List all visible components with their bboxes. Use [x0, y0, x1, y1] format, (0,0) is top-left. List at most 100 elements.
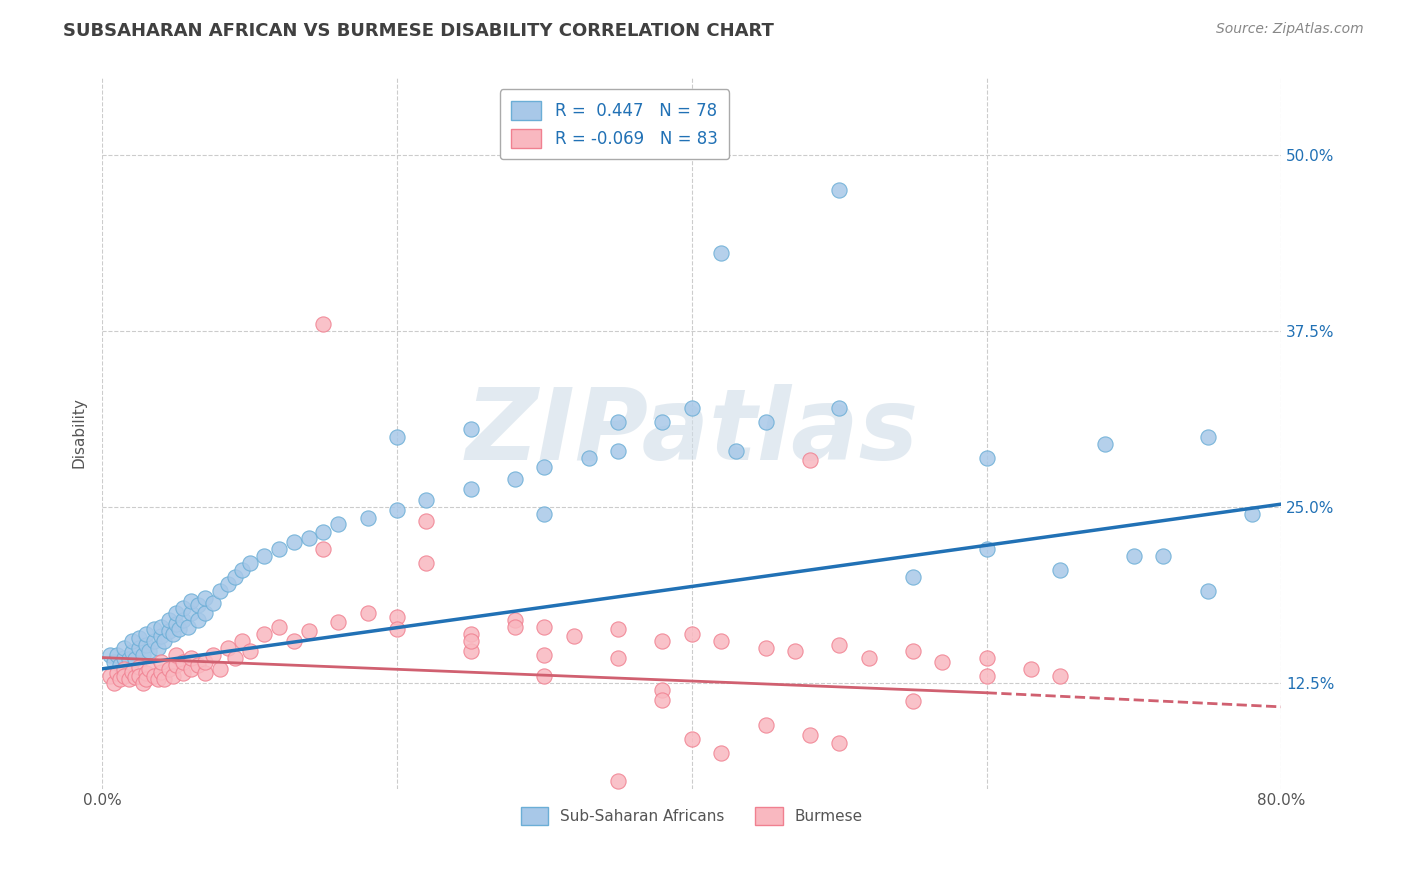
- Point: [132, 648, 155, 662]
- Point: [172, 666, 194, 681]
- Point: [165, 606, 187, 620]
- Point: [142, 669, 165, 683]
- Point: [135, 666, 157, 681]
- Point: [118, 672, 141, 686]
- Point: [142, 633, 165, 648]
- Point: [180, 606, 202, 620]
- Point: [607, 443, 630, 458]
- Point: [1153, 549, 1175, 564]
- Point: [901, 643, 924, 657]
- Point: [710, 246, 733, 260]
- Point: [180, 662, 202, 676]
- Point: [172, 613, 194, 627]
- Point: [180, 650, 202, 665]
- Point: [783, 643, 806, 657]
- Point: [651, 633, 673, 648]
- Point: [283, 535, 305, 549]
- Text: ZIPatlas: ZIPatlas: [465, 384, 918, 482]
- Point: [828, 638, 851, 652]
- Point: [194, 666, 217, 681]
- Point: [108, 657, 131, 672]
- Point: [224, 570, 246, 584]
- Point: [121, 645, 143, 659]
- Point: [231, 563, 253, 577]
- Point: [150, 630, 173, 644]
- Point: [385, 609, 408, 624]
- Point: [1123, 549, 1146, 564]
- Point: [253, 626, 276, 640]
- Point: [326, 615, 349, 630]
- Point: [209, 584, 232, 599]
- Point: [124, 670, 146, 684]
- Point: [112, 662, 135, 676]
- Point: [98, 648, 121, 662]
- Point: [799, 453, 821, 467]
- Point: [165, 616, 187, 631]
- Point: [651, 693, 673, 707]
- Point: [976, 650, 998, 665]
- Point: [165, 657, 187, 672]
- Point: [607, 623, 630, 637]
- Point: [153, 672, 176, 686]
- Point: [976, 542, 998, 557]
- Point: [187, 599, 209, 613]
- Point: [415, 492, 437, 507]
- Point: [253, 549, 276, 564]
- Point: [710, 633, 733, 648]
- Point: [681, 626, 703, 640]
- Point: [533, 648, 555, 662]
- Point: [103, 676, 125, 690]
- Point: [931, 655, 953, 669]
- Text: SUBSAHARAN AFRICAN VS BURMESE DISABILITY CORRELATION CHART: SUBSAHARAN AFRICAN VS BURMESE DISABILITY…: [63, 22, 775, 40]
- Point: [128, 640, 150, 655]
- Point: [172, 601, 194, 615]
- Point: [135, 672, 157, 686]
- Point: [224, 650, 246, 665]
- Point: [283, 633, 305, 648]
- Point: [172, 655, 194, 669]
- Point: [121, 665, 143, 679]
- Point: [385, 623, 408, 637]
- Point: [1240, 507, 1263, 521]
- Point: [901, 570, 924, 584]
- Point: [312, 317, 335, 331]
- Point: [1049, 669, 1071, 683]
- Point: [162, 669, 184, 683]
- Point: [105, 666, 128, 681]
- Point: [217, 640, 239, 655]
- Point: [312, 525, 335, 540]
- Point: [710, 747, 733, 761]
- Point: [1197, 584, 1219, 599]
- Point: [651, 416, 673, 430]
- Point: [503, 619, 526, 633]
- Point: [201, 596, 224, 610]
- Point: [828, 736, 851, 750]
- Point: [858, 650, 880, 665]
- Point: [128, 631, 150, 645]
- Point: [132, 676, 155, 690]
- Point: [112, 650, 135, 665]
- Point: [724, 443, 747, 458]
- Point: [124, 652, 146, 666]
- Point: [415, 556, 437, 570]
- Point: [267, 619, 290, 633]
- Point: [98, 669, 121, 683]
- Legend: Sub-Saharan Africans, Burmese: Sub-Saharan Africans, Burmese: [512, 798, 872, 834]
- Point: [754, 640, 776, 655]
- Point: [460, 482, 482, 496]
- Point: [681, 401, 703, 416]
- Point: [385, 429, 408, 443]
- Point: [356, 606, 378, 620]
- Point: [157, 662, 180, 676]
- Point: [754, 416, 776, 430]
- Point: [1019, 662, 1042, 676]
- Point: [607, 416, 630, 430]
- Point: [157, 624, 180, 638]
- Point: [118, 652, 141, 666]
- Point: [105, 648, 128, 662]
- Point: [153, 633, 176, 648]
- Point: [108, 672, 131, 686]
- Point: [385, 502, 408, 516]
- Point: [150, 619, 173, 633]
- Point: [503, 613, 526, 627]
